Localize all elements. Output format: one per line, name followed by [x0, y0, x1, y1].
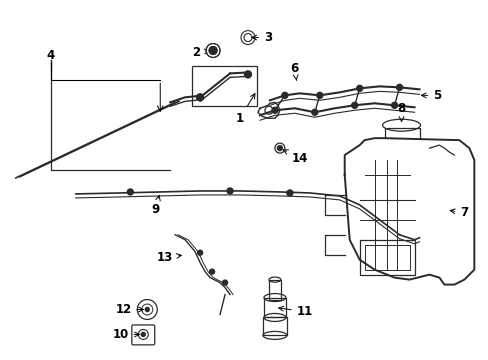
Bar	[359, 240, 414, 275]
Text: 5: 5	[421, 89, 441, 102]
Text: 12: 12	[115, 303, 143, 316]
Circle shape	[127, 189, 133, 195]
Text: 13: 13	[157, 251, 181, 264]
Circle shape	[209, 46, 217, 54]
Circle shape	[277, 146, 282, 150]
Text: 9: 9	[151, 196, 160, 216]
Circle shape	[209, 269, 214, 274]
Circle shape	[207, 45, 218, 56]
Circle shape	[356, 85, 362, 91]
Text: 1: 1	[236, 94, 254, 125]
Circle shape	[222, 280, 227, 285]
Circle shape	[271, 107, 277, 113]
Circle shape	[311, 109, 317, 115]
Text: 4: 4	[46, 49, 55, 62]
Text: 11: 11	[278, 305, 312, 318]
Text: 8: 8	[397, 102, 405, 121]
Text: 3: 3	[251, 31, 271, 44]
Bar	[364, 245, 408, 270]
Circle shape	[281, 92, 287, 98]
Circle shape	[244, 71, 251, 78]
Text: 2: 2	[192, 46, 209, 59]
Circle shape	[145, 307, 149, 311]
Text: 6: 6	[290, 62, 298, 81]
Text: 7: 7	[449, 206, 468, 219]
Circle shape	[316, 92, 322, 98]
Text: 14: 14	[283, 150, 307, 165]
Circle shape	[351, 102, 357, 108]
Bar	[264, 298, 285, 318]
Circle shape	[396, 84, 402, 90]
Circle shape	[286, 190, 292, 196]
Circle shape	[391, 102, 397, 108]
Circle shape	[226, 188, 233, 194]
Circle shape	[197, 250, 202, 255]
Text: 10: 10	[112, 328, 139, 341]
Circle shape	[141, 332, 145, 336]
Bar	[268, 280, 280, 300]
Bar	[192, 67, 256, 106]
Circle shape	[196, 94, 203, 101]
Bar	[263, 318, 286, 336]
